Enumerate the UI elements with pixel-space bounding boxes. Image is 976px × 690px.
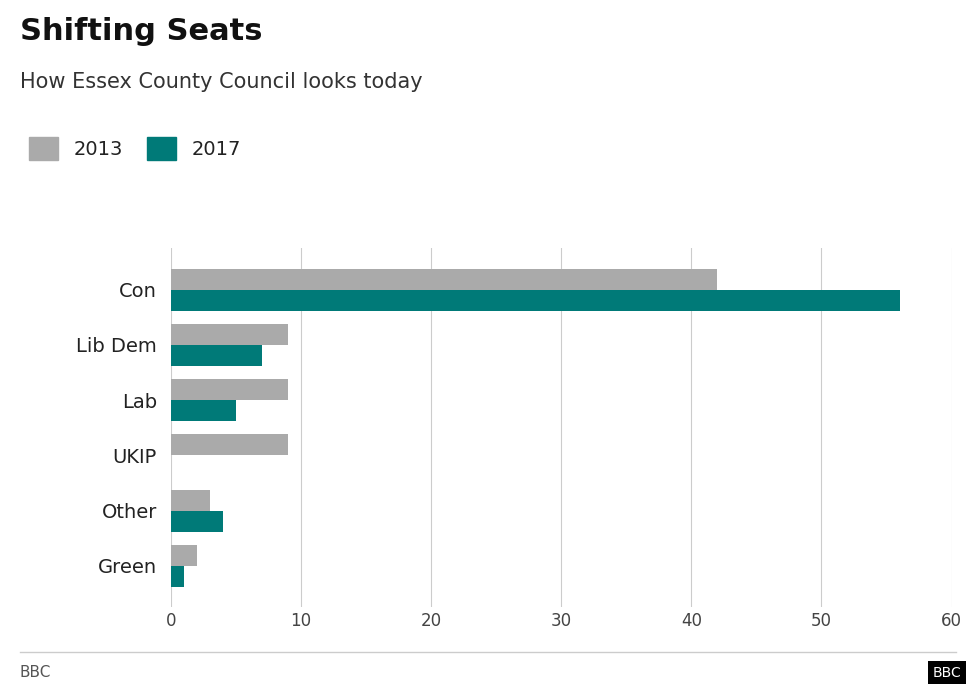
Bar [171, 511, 223, 531]
Bar [171, 400, 236, 421]
Bar [171, 490, 210, 511]
Bar [171, 269, 717, 290]
Bar [171, 324, 288, 345]
Text: BBC: BBC [933, 666, 961, 680]
Bar [171, 345, 262, 366]
Bar [171, 566, 183, 586]
Text: How Essex County Council looks today: How Essex County Council looks today [20, 72, 423, 92]
Text: Shifting Seats: Shifting Seats [20, 17, 262, 46]
Legend: 2013, 2017: 2013, 2017 [29, 137, 241, 160]
Bar [171, 290, 900, 310]
Bar [171, 545, 197, 566]
Bar [171, 380, 288, 400]
Text: BBC: BBC [20, 664, 51, 680]
Bar [171, 435, 288, 455]
